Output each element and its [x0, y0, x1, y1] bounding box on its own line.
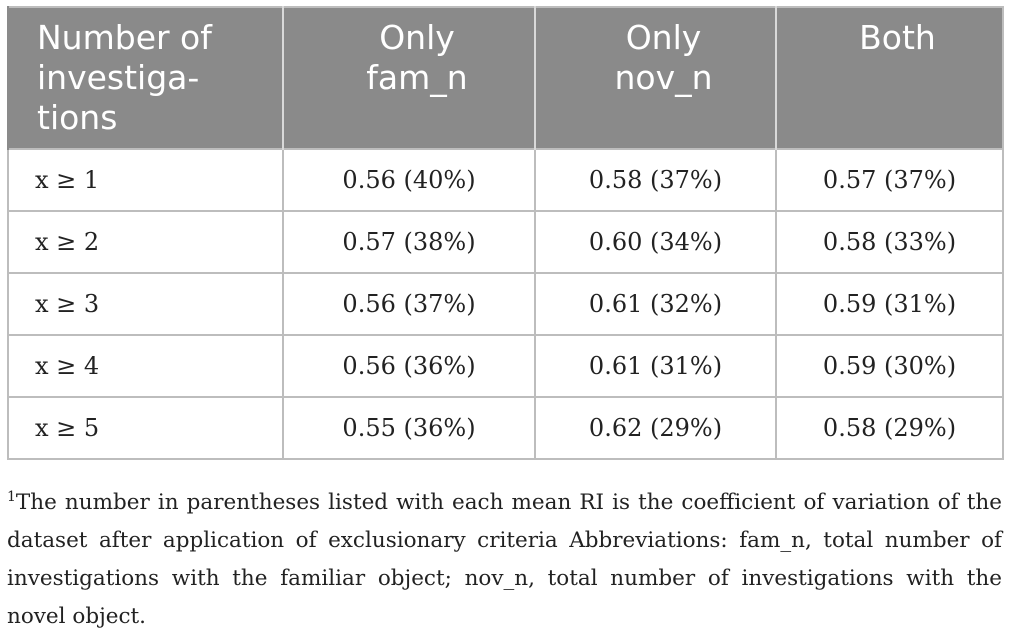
cell-only-nov-n: 0.58 (37%) — [534, 148, 777, 212]
results-table-container: Number of investiga- tions Only fam_n On… — [7, 6, 1004, 460]
header-line: Both — [859, 18, 936, 57]
row-label: x ≥ 2 — [7, 210, 284, 274]
header-number-of-investigations: Number of investiga- tions — [7, 7, 283, 149]
header-line: nov_n — [614, 58, 713, 97]
header-line: tions — [37, 98, 118, 137]
cell-both: 0.57 (37%) — [775, 148, 1004, 212]
header-only-fam-n: Only fam_n — [282, 7, 535, 149]
cell-only-fam-n: 0.55 (36%) — [282, 396, 536, 460]
table-row: x ≥ 1 0.56 (40%) 0.58 (37%) 0.57 (37%) — [7, 148, 1004, 212]
table-row: x ≥ 2 0.57 (38%) 0.60 (34%) 0.58 (33%) — [7, 210, 1004, 274]
cell-both: 0.58 (29%) — [775, 396, 1004, 460]
footnote-text: The number in parentheses listed with ea… — [7, 490, 1002, 629]
results-table: Number of investiga- tions Only fam_n On… — [7, 6, 1004, 460]
cell-only-fam-n: 0.56 (36%) — [282, 334, 536, 398]
cell-only-nov-n: 0.60 (34%) — [534, 210, 777, 274]
cell-both: 0.59 (31%) — [775, 272, 1004, 336]
cell-only-fam-n: 0.57 (38%) — [282, 210, 536, 274]
cell-only-fam-n: 0.56 (37%) — [282, 272, 536, 336]
row-label: x ≥ 4 — [7, 334, 284, 398]
row-label: x ≥ 5 — [7, 396, 284, 460]
footnote-marker: 1 — [7, 489, 16, 505]
header-line: Only — [379, 18, 455, 57]
cell-only-fam-n: 0.56 (40%) — [282, 148, 536, 212]
header-both: Both — [775, 7, 1003, 149]
table-row: x ≥ 3 0.56 (37%) 0.61 (32%) 0.59 (31%) — [7, 272, 1004, 336]
header-only-nov-n: Only nov_n — [534, 7, 776, 149]
row-label: x ≥ 3 — [7, 272, 284, 336]
table-row: x ≥ 4 0.56 (36%) 0.61 (31%) 0.59 (30%) — [7, 334, 1004, 398]
cell-only-nov-n: 0.61 (31%) — [534, 334, 777, 398]
header-line: investiga- — [37, 58, 200, 97]
row-label: x ≥ 1 — [7, 148, 284, 212]
header-line: fam_n — [366, 58, 468, 97]
cell-both: 0.59 (30%) — [775, 334, 1004, 398]
header-line: Number of — [37, 18, 212, 57]
table-header-row: Number of investiga- tions Only fam_n On… — [7, 7, 1003, 149]
cell-both: 0.58 (33%) — [775, 210, 1004, 274]
table-footnote: 1The number in parentheses listed with e… — [7, 478, 1002, 636]
header-line: Only — [625, 18, 702, 57]
cell-only-nov-n: 0.61 (32%) — [534, 272, 777, 336]
cell-only-nov-n: 0.62 (29%) — [534, 396, 777, 460]
table-row: x ≥ 5 0.55 (36%) 0.62 (29%) 0.58 (29%) — [7, 396, 1004, 460]
